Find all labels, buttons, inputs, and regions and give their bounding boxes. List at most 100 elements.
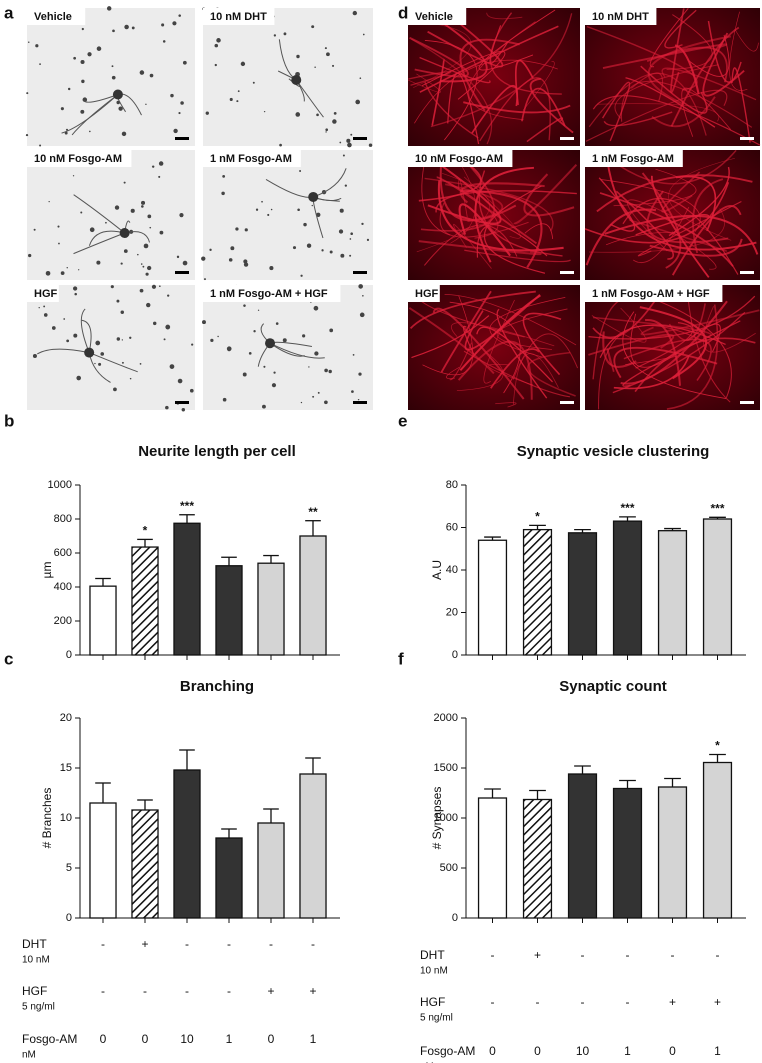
debris <box>306 243 312 248</box>
micrograph: HGF <box>27 284 195 412</box>
debris <box>129 377 132 380</box>
neurite <box>598 325 706 410</box>
debris <box>262 404 266 409</box>
row-unit: 10 nM <box>22 955 50 966</box>
row-unit: 10 nM <box>420 966 448 977</box>
debris <box>114 205 120 210</box>
debris <box>325 128 329 132</box>
y-tick-label: 5 <box>66 862 72 874</box>
scale-bar <box>353 137 367 140</box>
neurite <box>424 177 554 232</box>
scale-bar <box>560 271 574 274</box>
panel-label: a <box>4 3 14 22</box>
y-tick-label: 80 <box>446 479 458 491</box>
panel-label: e <box>398 411 407 430</box>
table-cell: - <box>311 937 315 951</box>
debris <box>96 46 102 51</box>
debris <box>189 388 194 393</box>
micrograph-background <box>27 8 195 146</box>
debris <box>60 107 64 111</box>
y-tick-label: 800 <box>54 513 72 525</box>
debris <box>72 175 75 177</box>
micrograph: 10 nM DHT <box>585 7 761 146</box>
debris <box>73 333 78 338</box>
significance: * <box>535 510 540 524</box>
debris <box>87 52 92 57</box>
debris <box>352 353 355 356</box>
debris <box>300 274 303 277</box>
debris <box>162 40 166 43</box>
debris <box>80 211 83 214</box>
neurite <box>424 40 478 141</box>
significance: * <box>715 739 720 753</box>
row-label: HGF <box>420 995 445 1009</box>
neurite <box>597 103 720 122</box>
debris <box>316 212 321 217</box>
scale-bar <box>740 137 754 140</box>
debris <box>324 368 328 373</box>
neurite <box>483 299 515 384</box>
debris <box>316 113 319 117</box>
y-tick-label: 1000 <box>48 479 72 491</box>
chart-title: Neurite length per cell <box>138 443 296 460</box>
label-box <box>27 8 86 25</box>
y-tick-label: 40 <box>446 564 458 576</box>
table-cell: - <box>227 937 231 951</box>
row-label: DHT <box>420 948 445 962</box>
debris <box>80 59 85 65</box>
neurite <box>686 290 731 403</box>
debris <box>326 52 330 57</box>
neurite <box>452 224 492 269</box>
neurite <box>478 9 556 71</box>
debris <box>76 375 81 381</box>
neurite <box>614 64 719 119</box>
debris <box>311 25 315 29</box>
table-cell: + <box>141 937 148 951</box>
neurite <box>588 295 756 340</box>
debris <box>361 222 364 226</box>
chart-title: Branching <box>180 678 254 695</box>
significance: *** <box>710 501 724 515</box>
debris <box>313 305 319 311</box>
debris <box>314 66 316 68</box>
debris <box>312 395 315 398</box>
neurite <box>592 295 660 339</box>
neurite <box>644 319 682 386</box>
neurite <box>675 175 717 232</box>
debris <box>235 227 239 231</box>
soma <box>291 74 302 85</box>
debris <box>324 47 327 50</box>
micrograph-label: 1 nM Fosgo-AM + HGF <box>210 288 328 300</box>
table-cell: 0 <box>142 1032 149 1046</box>
debris <box>58 242 60 245</box>
label-box <box>203 150 301 167</box>
neurite <box>450 155 476 244</box>
debris <box>182 260 188 266</box>
debris <box>191 343 194 346</box>
soma <box>119 228 130 239</box>
neurite <box>456 352 504 392</box>
debris <box>57 225 60 228</box>
debris <box>94 362 96 365</box>
neurite <box>670 26 740 127</box>
neurite <box>478 170 563 257</box>
neurite <box>513 163 578 225</box>
debris <box>358 284 363 289</box>
table-cell: + <box>267 984 274 998</box>
bar <box>257 822 285 919</box>
debris <box>60 271 65 276</box>
debris <box>349 254 352 257</box>
debris <box>349 238 352 240</box>
debris <box>204 278 206 281</box>
debris <box>181 408 186 412</box>
micrograph: 1 nM Fosgo-AM <box>584 149 760 280</box>
debris <box>113 387 117 392</box>
debris <box>202 320 206 325</box>
bar <box>131 546 159 656</box>
debris <box>146 302 151 308</box>
debris <box>178 14 181 17</box>
micrograph-background <box>585 150 760 280</box>
debris <box>230 246 235 251</box>
debris <box>141 200 146 205</box>
micrograph-label: 10 nM DHT <box>210 11 267 23</box>
